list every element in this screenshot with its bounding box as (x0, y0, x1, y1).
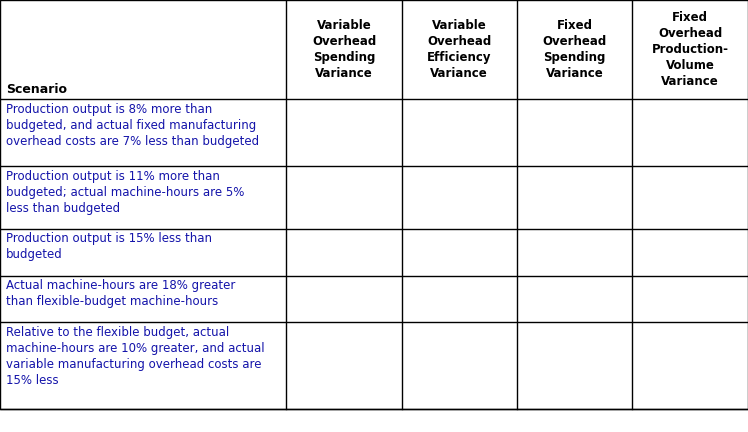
Text: Fixed
Overhead
Spending
Variance: Fixed Overhead Spending Variance (542, 19, 607, 80)
Text: Relative to the flexible budget, actual
machine-hours are 10% greater, and actua: Relative to the flexible budget, actual … (6, 326, 265, 387)
Text: Production output is 15% less than
budgeted: Production output is 15% less than budge… (6, 232, 212, 261)
Text: Production output is 11% more than
budgeted; actual machine-hours are 5%
less th: Production output is 11% more than budge… (6, 170, 245, 215)
Text: Variable
Overhead
Efficiency
Variance: Variable Overhead Efficiency Variance (427, 19, 491, 80)
Text: Scenario: Scenario (6, 83, 67, 96)
Text: Variable
Overhead
Spending
Variance: Variable Overhead Spending Variance (312, 19, 376, 80)
Text: Actual machine-hours are 18% greater
than flexible-budget machine-hours: Actual machine-hours are 18% greater tha… (6, 279, 236, 308)
Text: Fixed
Overhead
Production-
Volume
Variance: Fixed Overhead Production- Volume Varian… (652, 11, 729, 88)
Text: Production output is 8% more than
budgeted, and actual fixed manufacturing
overh: Production output is 8% more than budget… (6, 103, 259, 148)
